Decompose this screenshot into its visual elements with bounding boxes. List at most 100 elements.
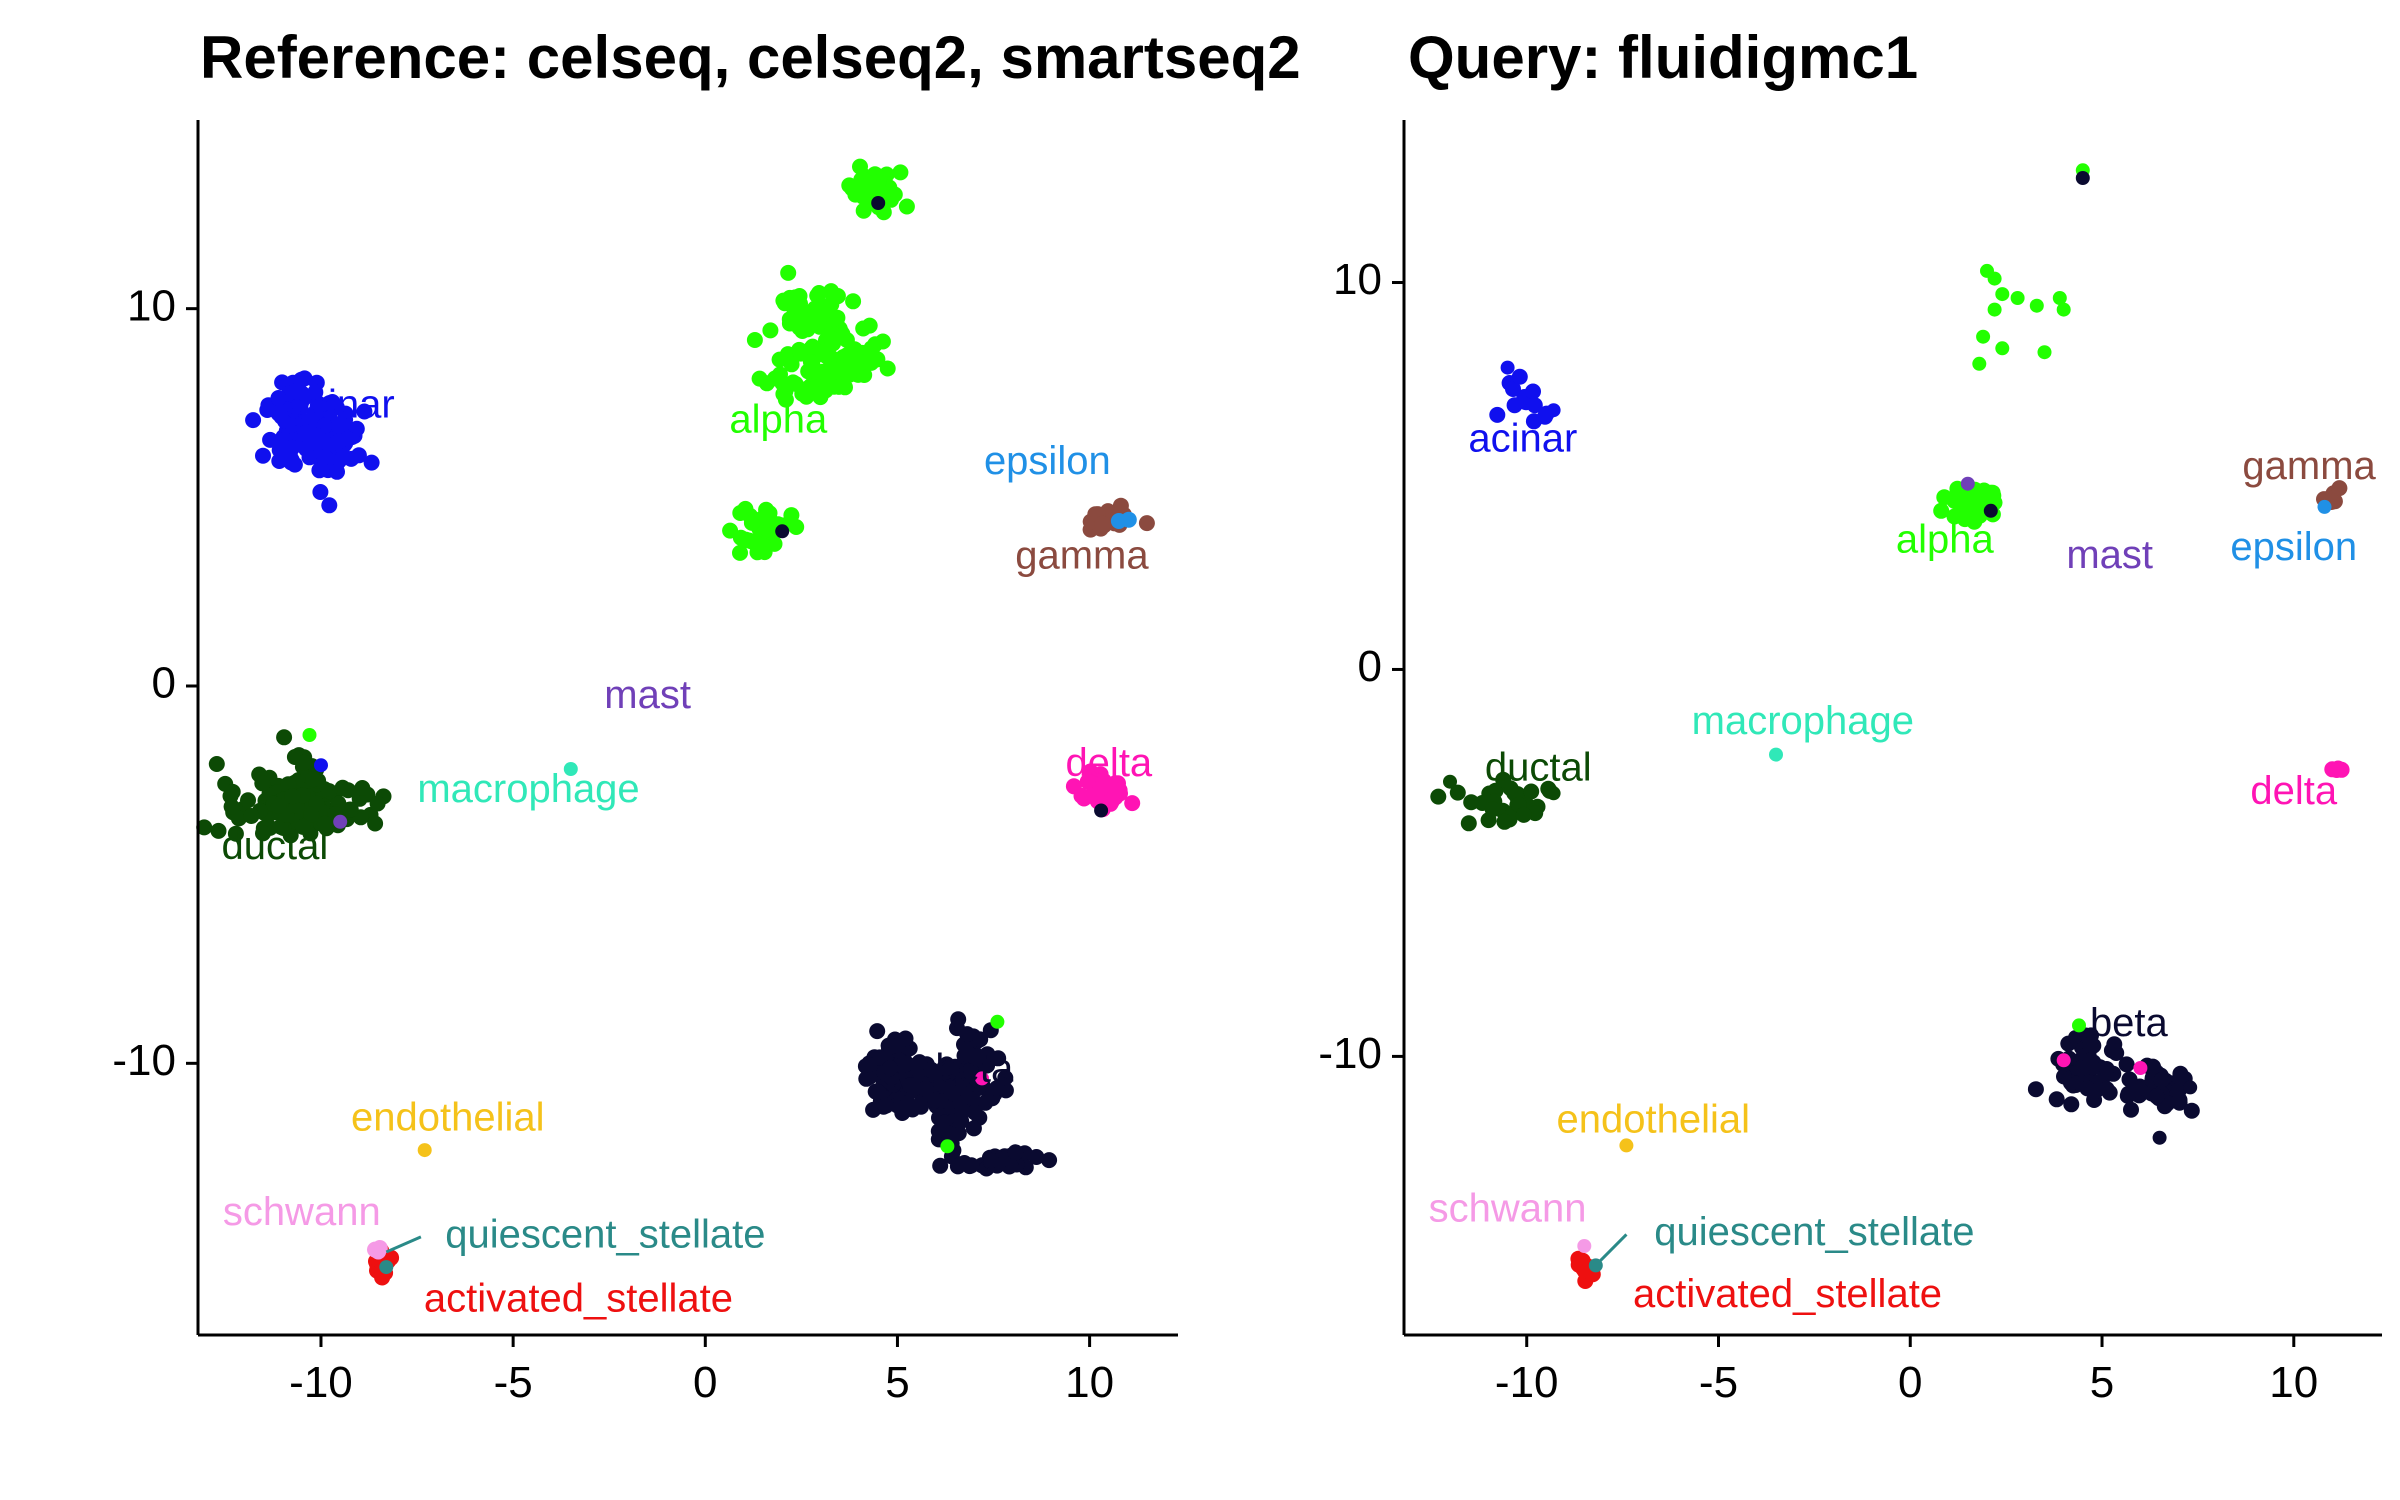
point-alpha [746,332,763,348]
x-tick-label: -10 [289,1358,353,1407]
point-acinar [316,449,333,466]
point-alpha [2037,345,2052,360]
point-beta [878,1097,894,1114]
x-tick-label: -10 [1495,1358,1559,1407]
point-alpha [886,186,903,203]
cluster-label-delta: delta [2250,769,2337,813]
point-alpha [2052,291,2067,305]
point-alpha [302,728,317,742]
point-ductal [294,818,311,835]
point-delta [1079,773,1096,790]
point-beta [2170,1082,2187,1099]
point-acinar [262,431,279,448]
point-ductal [243,808,260,824]
point-beta [2087,1083,2104,1100]
query-cluster-labels: acinar gamma alpha mast epsilon macrophage duc… [1429,417,2377,1316]
point-beta [911,1054,928,1071]
point-beta [918,1080,934,1097]
point-acinar [1526,397,1543,414]
point-delta [2133,1061,2148,1075]
point-activated_stellate [1570,1256,1587,1273]
point-alpha [1976,329,1991,344]
point-beta [990,1050,1007,1067]
point-beta [871,196,886,210]
y-tick-label: -10 [112,1036,176,1085]
point-alpha [852,158,868,175]
point-ductal [255,825,271,842]
cluster-label-ductal: ductal [1485,746,1592,790]
point-alpha [789,312,806,329]
point-beta [927,1092,944,1109]
point-alpha [2029,298,2044,313]
point-acinar [329,463,345,480]
point-ductal [1495,771,1512,788]
cluster-label-gamma: gamma [2242,444,2376,488]
point-beta [972,1031,989,1048]
cluster-label-mast: mast [2066,533,2153,577]
point-epsilon [1110,513,1127,529]
cluster-label-acinar: acinar [1468,417,1577,461]
point-acinar [307,384,324,401]
point-ductal [341,801,358,818]
cluster-label-activated_stellate: activated_stellate [1633,1272,1942,1316]
reference-leader-lines [385,1235,422,1254]
cluster-label-gamma: gamma [1015,533,1149,577]
point-beta [947,1058,963,1075]
point-beta [2068,1030,2083,1045]
point-acinar [245,412,262,429]
point-acinar [1525,413,1542,430]
point-ductal [224,783,241,800]
point-ductal [284,788,301,805]
reference-cluster-labels: acinar alpha epsilon gamma mast delta macropha… [221,382,1152,1320]
point-ductal [223,798,240,815]
point-alpha [743,514,760,531]
point-beta [869,1023,886,1040]
point-ductal [1496,813,1513,830]
cluster-label-beta: beta [935,1046,1014,1090]
point-beta [2063,1096,2080,1113]
point-beta [983,1152,1000,1169]
point-delta [1073,787,1090,804]
x-tick-label: 5 [2090,1358,2114,1407]
point-ductal [367,815,384,832]
point-beta [2152,1130,2167,1145]
point-beta [882,1060,899,1077]
point-beta [1094,803,1109,818]
point-ductal [295,754,312,771]
point-alpha [829,309,846,326]
point-alpha [830,378,847,395]
point-alpha [1987,271,2002,286]
point-beta [2108,1045,2125,1061]
reference-scatter-points [196,158,1155,1286]
x-tick-label: 0 [693,1358,717,1407]
point-alpha [1946,508,1963,525]
point-acinar [1500,360,1515,375]
cluster-label-endothelial: endothelial [1557,1098,1751,1142]
query-ticks: -10 -5 0 5 10 -10 0 10 [1318,255,2318,1407]
point-acinar [259,402,276,418]
point-ductal [1484,801,1501,818]
point-ductal [1523,783,1540,800]
point-schwann [1577,1239,1592,1253]
point-alpha [867,336,884,353]
point-alpha [990,1014,1005,1029]
point-mast [333,814,348,829]
point-alpha [777,391,794,408]
point-ductal [1546,786,1561,801]
point-beta [966,1104,983,1121]
point-alpha [780,264,797,281]
point-acinar [1505,381,1521,397]
point-beta [2082,1036,2099,1053]
point-macrophage [1769,747,1783,762]
point-alpha [2056,302,2071,317]
point-alpha [814,363,831,380]
y-tick-label: 0 [152,659,176,708]
cluster-label-beta: beta [2090,1001,2169,1045]
cluster-label-mast: mast [604,673,691,717]
point-beta [2144,1058,2161,1075]
point-alpha [1933,502,1950,519]
point-acinar [283,451,300,468]
point-ductal [369,795,386,812]
point-alpha [940,1139,955,1154]
point-acinar [289,384,306,401]
